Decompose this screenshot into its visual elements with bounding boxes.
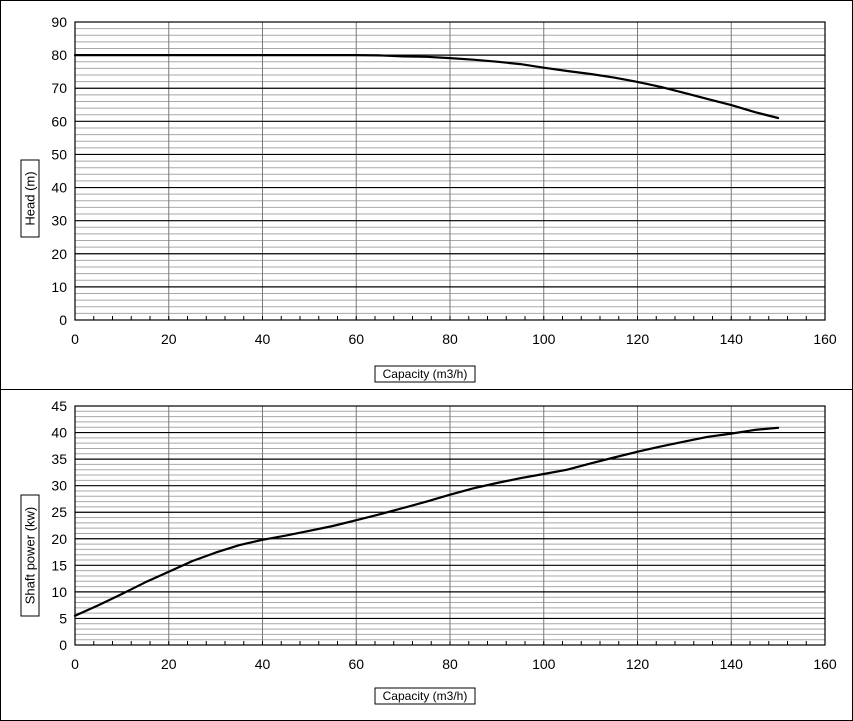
y-tick-label: 40 <box>51 425 67 441</box>
x-axis-label-box <box>374 365 476 383</box>
x-axis-label: Capacity (m3/h) <box>383 689 468 703</box>
head-chart: 0 10 20 30 40 50 60 70 80 90 0 20 40 60 80 100 120 140 160… <box>20 14 837 383</box>
y-tick-label: 40 <box>51 180 67 196</box>
x-tick-label: 140 <box>720 656 744 672</box>
x-tick-label: 120 <box>626 656 650 672</box>
y-tick-label: 5 <box>59 610 67 626</box>
series-line <box>73 53 780 120</box>
y-tick-label: 50 <box>51 146 67 162</box>
y-axis-label: Head (m) <box>23 171 38 225</box>
y-tick-label: 0 <box>59 637 67 653</box>
x-axis-label: Capacity (m3/h) <box>383 367 468 381</box>
shaft-power-chart: 0 5 10 15 20 25 30 35 40 45 0 20 40 60 80 100 120 140 160 S… <box>20 398 837 705</box>
y-tick-label: 30 <box>51 478 67 494</box>
x-tick-label: 20 <box>161 656 177 672</box>
y-tick-label: 20 <box>51 246 67 262</box>
x-tick-label: 0 <box>71 656 79 672</box>
x-tick-label: 60 <box>348 656 364 672</box>
x-tick-label: 40 <box>255 331 271 347</box>
y-tick-label: 25 <box>51 504 67 520</box>
x-tick-label: 20 <box>161 331 177 347</box>
y-tick-label: 60 <box>51 113 67 129</box>
y-axis-label-box <box>20 159 40 238</box>
y-tick-label: 80 <box>51 47 67 63</box>
x-tick-label: 100 <box>532 331 556 347</box>
x-tick-label: 160 <box>813 656 837 672</box>
y-tick-label: 20 <box>51 531 67 547</box>
x-tick-label: 60 <box>348 331 364 347</box>
y-tick-label: 30 <box>51 213 67 229</box>
x-tick-label: 120 <box>626 331 650 347</box>
x-tick-label: 80 <box>442 656 458 672</box>
x-tick-label: 0 <box>71 331 79 347</box>
y-tick-label: 45 <box>51 398 67 414</box>
series-line <box>73 426 780 617</box>
y-tick-label: 90 <box>51 14 67 30</box>
y-tick-label: 10 <box>51 279 67 295</box>
x-tick-label: 40 <box>255 656 271 672</box>
x-axis-label-box <box>374 687 476 705</box>
y-axis-label-box <box>20 494 40 617</box>
y-tick-label: 35 <box>51 451 67 467</box>
y-tick-label: 15 <box>51 557 67 573</box>
x-tick-label: 160 <box>813 331 837 347</box>
x-tick-label: 140 <box>720 331 744 347</box>
y-tick-label: 70 <box>51 80 67 96</box>
x-tick-label: 80 <box>442 331 458 347</box>
x-tick-label: 100 <box>532 656 556 672</box>
y-tick-label: 10 <box>51 584 67 600</box>
y-tick-label: 0 <box>59 312 67 328</box>
y-axis-label: Shaft power (kw) <box>23 507 38 605</box>
